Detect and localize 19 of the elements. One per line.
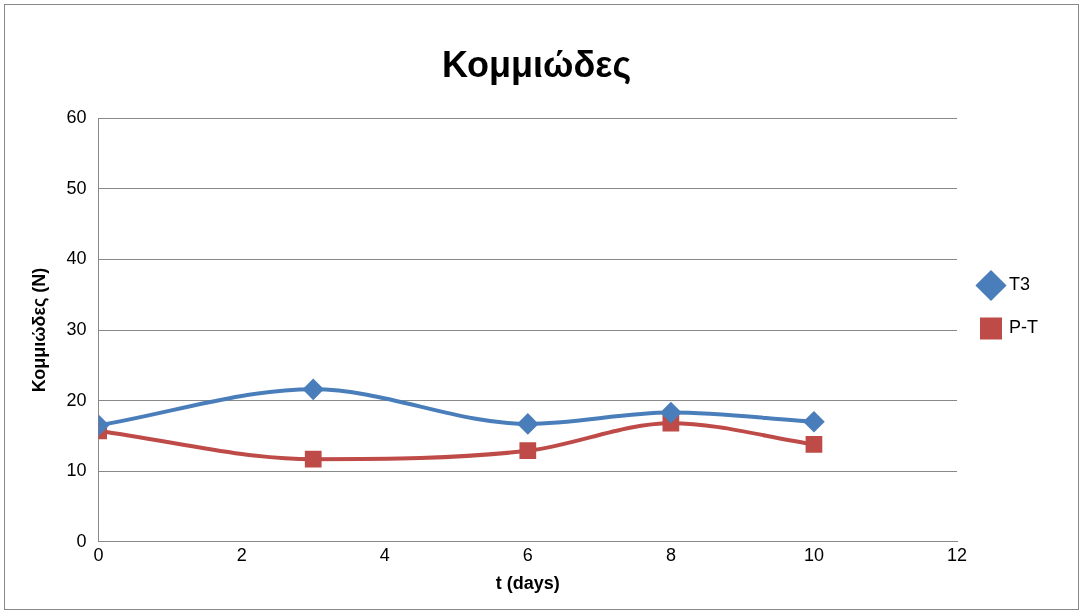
x-tick-label: 10 (803, 544, 824, 565)
y-tick-label: 60 (66, 107, 87, 128)
y-tick-label: 20 (66, 389, 87, 410)
y-tick-label: 40 (66, 248, 87, 269)
y-tick-label: 30 (66, 318, 87, 339)
y-tick-label: 50 (66, 177, 87, 198)
y-tick-label: 0 (76, 530, 87, 551)
x-tick-label: 2 (236, 544, 247, 565)
x-tick-label: 8 (665, 544, 676, 565)
x-tick-label: 12 (946, 544, 968, 565)
chart-title: Κομμιώδες (441, 43, 632, 85)
x-tick-label: 6 (522, 544, 533, 565)
y-tick-label: 10 (66, 460, 87, 481)
y-axis-title: Κομμιώδες (N) (28, 267, 49, 393)
legend-label: T3 (1009, 274, 1031, 295)
x-axis-title: t (days) (495, 573, 560, 594)
x-tick-label: 4 (379, 544, 390, 565)
x-tick-label: 0 (93, 544, 104, 565)
legend-label: P-T (1009, 317, 1038, 338)
